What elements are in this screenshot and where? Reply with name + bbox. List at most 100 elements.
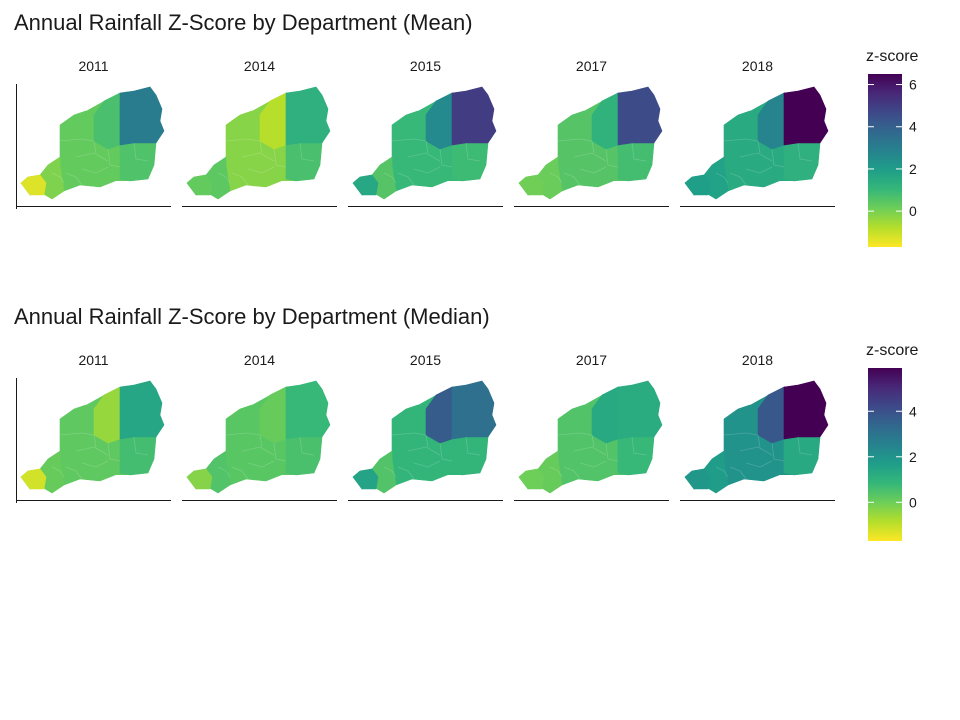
- x-axis-line: [16, 500, 171, 501]
- department-border: [225, 432, 261, 436]
- department-south: [451, 142, 489, 182]
- niger-map: [684, 380, 829, 494]
- x-axis-line: [182, 500, 337, 501]
- department-border: [771, 148, 785, 168]
- department-southwest: [518, 468, 545, 490]
- colorbar-legend: z-score 4 2 0: [866, 342, 960, 542]
- niger-map: [352, 86, 497, 200]
- department-border: [605, 148, 619, 168]
- department-border: [563, 466, 581, 480]
- department-border: [413, 460, 441, 468]
- department-south: [451, 436, 489, 476]
- x-axis-line: [348, 500, 503, 501]
- department-southwest: [684, 468, 711, 490]
- department-border: [757, 140, 761, 154]
- department-border: [715, 466, 729, 478]
- department-border: [231, 466, 249, 480]
- x-axis-line: [514, 500, 669, 501]
- department-south: [119, 142, 157, 182]
- department-border: [573, 152, 607, 162]
- department-border: [557, 432, 593, 436]
- niger-map: [186, 86, 331, 200]
- colorbar: 6 4 2 0: [868, 74, 917, 247]
- department-southwest: [684, 174, 711, 196]
- map-panel-2018: 2018: [680, 58, 835, 210]
- y-axis-line: [16, 378, 17, 503]
- department-border: [391, 138, 427, 142]
- department-east: [783, 380, 829, 440]
- department-border: [591, 434, 595, 448]
- department-border: [797, 436, 813, 456]
- map-panel-2011: 2011: [16, 58, 171, 210]
- department-east: [451, 380, 497, 440]
- department-border: [797, 142, 813, 162]
- department-border: [723, 138, 759, 142]
- department-border: [93, 434, 97, 448]
- department-border: [563, 172, 581, 186]
- colorbar-tick-label: 2: [909, 161, 917, 177]
- department-border: [739, 446, 773, 456]
- department-north: [93, 386, 121, 444]
- department-border: [407, 152, 441, 162]
- department-border: [397, 466, 415, 480]
- panel-year-label: 2014: [243, 352, 276, 368]
- department-border: [225, 138, 261, 142]
- panel-year-label: 2015: [409, 352, 442, 368]
- colorbar-tick-label: 4: [909, 119, 917, 135]
- department-border: [413, 166, 441, 174]
- department-north: [757, 92, 785, 150]
- department-border: [273, 148, 287, 168]
- department-southwest: [20, 468, 47, 490]
- department-border: [133, 436, 149, 456]
- map-panel-2014: 2014: [182, 58, 337, 210]
- department-border: [729, 172, 747, 186]
- department-border: [75, 446, 109, 456]
- colorbar-tick-label: 2: [909, 449, 917, 465]
- legend-title: z-score: [866, 48, 919, 65]
- department-border: [231, 172, 249, 186]
- department-border: [259, 434, 263, 448]
- panel-year-label: 2015: [409, 58, 442, 74]
- department-southwest: [186, 468, 213, 490]
- department-border: [133, 142, 149, 162]
- department-border: [729, 466, 747, 480]
- department-border: [81, 460, 109, 468]
- median-figure: Annual Rainfall Z-Score by Department (M…: [0, 294, 960, 574]
- panel-year-label: 2017: [575, 58, 608, 74]
- department-border: [557, 138, 593, 142]
- figure-title: Annual Rainfall Z-Score by Department (M…: [14, 10, 473, 35]
- department-east: [285, 380, 331, 440]
- department-border: [605, 442, 619, 462]
- department-south: [783, 436, 821, 476]
- department-border: [579, 460, 607, 468]
- department-border: [93, 140, 97, 154]
- department-border: [591, 140, 595, 154]
- department-border: [247, 460, 275, 468]
- department-south: [285, 142, 323, 182]
- figure-title: Annual Rainfall Z-Score by Department (M…: [14, 304, 490, 329]
- department-border: [549, 466, 563, 478]
- colorbar-tick-label: 0: [909, 494, 917, 510]
- panel-year-label: 2017: [575, 352, 608, 368]
- colorbar-tick-label: 4: [909, 403, 917, 419]
- department-border: [549, 172, 563, 184]
- niger-map: [518, 86, 663, 200]
- x-axis-line: [680, 500, 835, 501]
- panel-year-label: 2018: [741, 58, 774, 74]
- department-border: [107, 442, 121, 462]
- department-border: [241, 152, 275, 162]
- niger-map: [684, 86, 829, 200]
- department-border: [757, 434, 761, 448]
- panel-year-label: 2018: [741, 352, 774, 368]
- department-north: [591, 386, 619, 444]
- department-east: [119, 86, 165, 146]
- panel-year-label: 2014: [243, 58, 276, 74]
- department-border: [407, 446, 441, 456]
- department-border: [107, 148, 121, 168]
- niger-map: [186, 380, 331, 494]
- department-border: [425, 140, 429, 154]
- colorbar-gradient: [868, 368, 902, 541]
- department-north: [93, 92, 121, 150]
- department-border: [745, 166, 773, 174]
- department-southwest: [20, 174, 47, 196]
